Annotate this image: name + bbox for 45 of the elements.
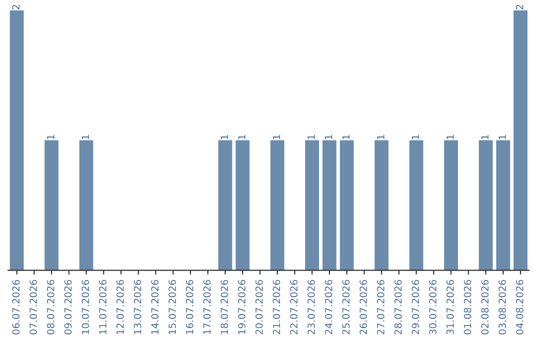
data-label: 1	[498, 134, 506, 140]
x-tick-label: 30.07.2026	[429, 280, 436, 334]
x-tick-label: 07.07.2026	[30, 280, 37, 334]
x-tick-label: 13.07.2026	[134, 280, 142, 334]
x-tick-label: 10.07.2026	[82, 280, 90, 334]
data-label: 1	[220, 134, 228, 140]
data-label: 1	[412, 134, 419, 140]
x-tick-label: 03.08.2026	[498, 280, 506, 334]
x-tick-label: 19.07.2026	[238, 280, 246, 334]
x-tick-label: 25.07.2026	[342, 280, 350, 334]
data-label: 1	[272, 134, 280, 140]
x-tick-label: 17.07.2026	[203, 280, 211, 334]
data-label: 1	[481, 134, 488, 140]
x-tick-label: 04.08.2026	[516, 280, 524, 334]
x-tick-label: 06.07.2026	[12, 280, 20, 334]
data-label: 1	[377, 134, 384, 140]
x-tick-label: 15.07.2026	[168, 280, 176, 334]
x-tick-label: 31.07.2026	[446, 280, 454, 334]
x-tick-label: 24.07.2026	[324, 280, 332, 334]
x-tick-label: 09.07.2026	[64, 280, 72, 334]
data-label: 1	[446, 134, 454, 140]
x-tick-label: 18.07.2026	[220, 280, 228, 334]
x-tick-label: 26.07.2026	[360, 280, 368, 334]
x-tick-label: 27.07.2026	[377, 280, 384, 334]
x-tick-label: 12.07.2026	[116, 280, 124, 334]
x-tick-label: 29.07.2026	[412, 280, 420, 334]
x-tick-label: 14.07.2026	[151, 280, 159, 334]
data-label: 1	[238, 134, 246, 140]
x-tick-label: 11.07.2026	[99, 280, 106, 334]
x-tick-label: 08.07.2026	[46, 280, 54, 334]
data-label: 1	[82, 134, 89, 140]
data-label: 2	[516, 4, 524, 10]
x-tick-label: 28.07.2026	[394, 280, 402, 334]
x-tick-label: 22.07.2026	[290, 280, 298, 334]
data-label: 1	[342, 134, 350, 140]
x-tick-label: 02.08.2026	[481, 280, 489, 334]
x-tick-label: 01.08.2026	[464, 280, 472, 334]
x-tick-label: 20.07.2026	[255, 280, 263, 334]
data-label: 1	[325, 134, 332, 140]
data-label: 2	[12, 4, 20, 10]
data-label: 1	[47, 134, 54, 140]
x-tick-label: 21.07.2026	[272, 280, 280, 334]
x-tick-label: 23.07.2026	[308, 280, 315, 334]
data-label: 1	[308, 134, 315, 140]
x-tick-label: 16.07.2026	[186, 280, 194, 334]
